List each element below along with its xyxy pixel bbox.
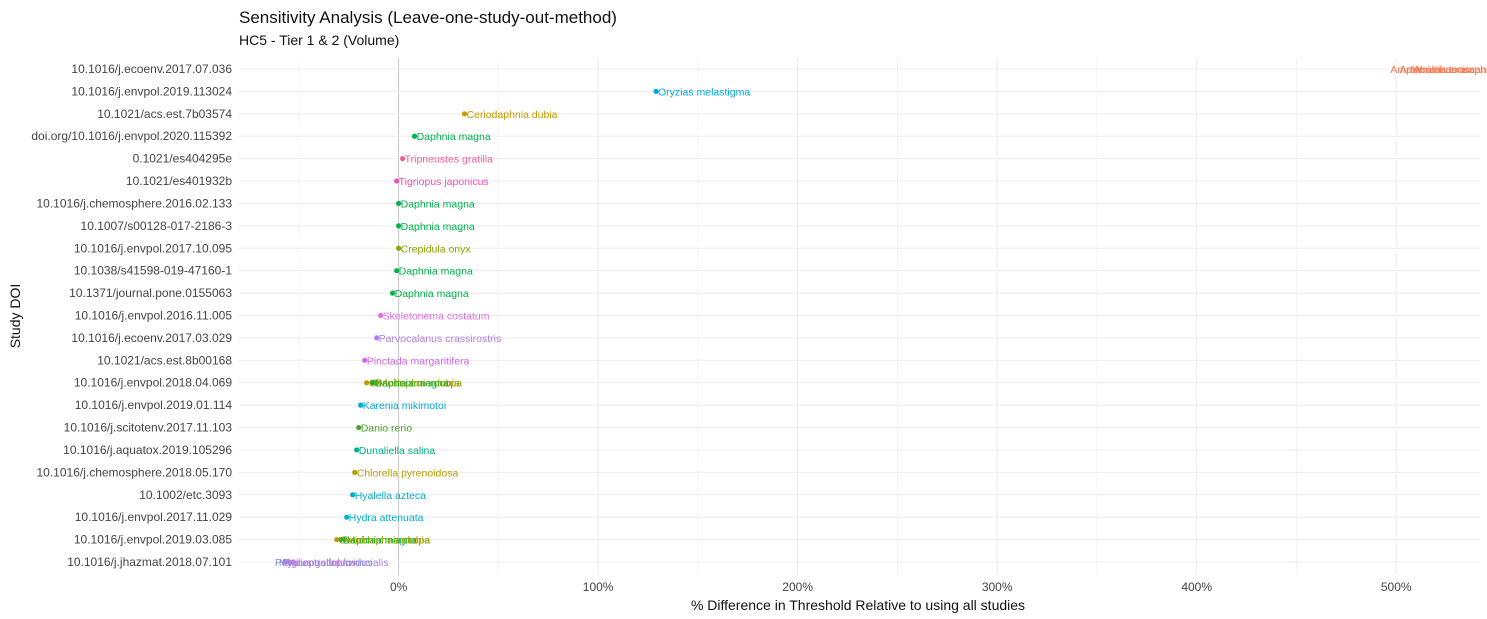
data-label: Daphnia magna (401, 221, 475, 233)
data-label: Danio rerio (361, 423, 413, 435)
data-label: Artemia franciscana (1400, 64, 1487, 76)
data-point (411, 133, 418, 139)
data-points (282, 88, 659, 565)
data-point (390, 290, 396, 296)
data-label: Chlorella pyrenoidosa (357, 467, 459, 479)
data-point (352, 469, 358, 475)
data-point (358, 402, 364, 408)
data-point (374, 335, 380, 341)
data-label: Mytilus galloprovincialis (279, 557, 389, 569)
data-point (396, 200, 402, 207)
data-label: Tigriopus fulvus (283, 557, 356, 569)
y-tick-label: 10.1002/etc.3093 (139, 488, 232, 502)
data-label: Ceriodaphnia dubia (339, 535, 430, 547)
data-point (282, 559, 288, 565)
data-point (400, 156, 406, 162)
grid-lines (239, 58, 1480, 575)
data-label: Ceriodaphnia dubia (369, 378, 460, 390)
x-axis-title: % Difference in Threshold Relative to us… (691, 597, 1025, 613)
x-tick-label: 100% (583, 580, 614, 594)
data-label: Crepidula onyx (401, 243, 472, 255)
data-label: Hydra attenuata (349, 512, 424, 524)
y-tick-label: 10.1007/s00128-017-2186-3 (81, 219, 233, 233)
y-tick-label: 0.1021/es404295e (133, 152, 233, 166)
data-label: Moina macrocopa (379, 378, 463, 390)
y-tick-label: 10.1016/j.envpol.2017.11.029 (75, 510, 233, 524)
y-tick-label: 10.1016/j.envpol.2016.11.005 (75, 309, 233, 323)
data-point (370, 380, 376, 386)
x-tick-label: 200% (782, 580, 813, 594)
data-point (354, 447, 360, 453)
data-label: Daphnia magna (417, 131, 491, 143)
data-point (362, 357, 368, 363)
y-tick-label: 10.1016/j.envpol.2019.113024 (71, 84, 232, 98)
data-point (338, 536, 344, 543)
y-tick-label: 10.1016/j.ecoenv.2017.07.036 (71, 62, 232, 76)
data-label: Amphibalanus amphitrite (1390, 64, 1487, 76)
data-label: Karenia mikimotoi (363, 400, 446, 412)
y-tick-label: 10.1016/j.chemosphere.2016.02.133 (37, 196, 233, 210)
data-point (378, 312, 384, 319)
x-tick-labels: 0% 100% 200% 300% 400% 500% (390, 580, 1412, 594)
data-label: Dunaliella salina (359, 445, 436, 457)
data-point (653, 88, 659, 95)
data-point (356, 424, 362, 431)
data-point (334, 536, 340, 543)
data-label: Daphnia magna (375, 378, 449, 390)
data-label: Oryzias melastigma (658, 86, 750, 98)
data-point (350, 492, 356, 498)
y-axis-title: Study DOI (7, 284, 23, 349)
data-label: Daphnia magna (343, 535, 417, 547)
data-label: Acartia tonsa (1413, 64, 1474, 76)
y-tick-label: doi.org/10.1016/j.envpol.2020.115392 (31, 129, 232, 143)
data-label: Parvocalanus crassirostris (379, 333, 502, 345)
x-tick-label: 500% (1381, 580, 1412, 594)
y-tick-label: 10.1016/j.envpol.2019.03.085 (74, 533, 232, 547)
chart-subtitle: HC5 - Tier 1 & 2 (Volume) (239, 32, 400, 48)
data-label: Skeletonema costatum (383, 311, 490, 323)
y-tick-label: 10.1016/j.ecoenv.2017.03.029 (71, 331, 232, 345)
data-label: Daphnia magna (395, 288, 469, 300)
data-label: Daphnia magna (399, 266, 473, 278)
data-label: Tigriopus japonicus (399, 176, 489, 188)
y-tick-label: 10.1038/s41598-019-47160-1 (74, 264, 232, 278)
data-point (396, 245, 402, 251)
x-tick-label: 400% (1181, 580, 1212, 594)
x-tick-label: 300% (982, 580, 1013, 594)
data-label: Hyalella azteca (355, 490, 426, 502)
data-point (290, 559, 296, 565)
data-label: Paracentrotus lividus (275, 557, 372, 569)
data-point (394, 178, 400, 184)
y-tick-labels: 10.1016/j.ecoenv.2017.07.036 10.1016/j.en… (31, 62, 232, 569)
y-tick-label: 10.1021/acs.est.7b03574 (97, 107, 232, 121)
y-tick-label: 10.1371/journal.pone.0155063 (69, 286, 232, 300)
x-tick-label: 0% (390, 580, 408, 594)
data-point (342, 536, 348, 543)
data-point (396, 223, 402, 229)
y-tick-label: 10.1016/j.scitotenv.2017.11.103 (64, 421, 233, 435)
y-tick-label: 10.1021/es401932b (126, 174, 232, 188)
y-tick-label: 10.1016/j.jhazmat.2018.07.101 (67, 555, 232, 569)
y-tick-label: 10.1016/j.chemosphere.2018.05.170 (37, 465, 233, 479)
y-tick-label: 10.1021/acs.est.8b00168 (97, 353, 232, 367)
data-point (344, 514, 350, 520)
y-tick-label: 10.1016/j.envpol.2018.04.069 (74, 376, 232, 390)
data-label: Tripneustes gratilla (405, 154, 493, 166)
data-point (394, 268, 400, 274)
chart-title: Sensitivity Analysis (Leave-one-study-ou… (239, 8, 617, 27)
y-tick-label: 10.1016/j.aquatox.2019.105296 (63, 443, 232, 457)
data-point (374, 380, 380, 386)
data-point (286, 559, 292, 565)
y-tick-label: 10.1016/j.envpol.2017.10.095 (74, 241, 232, 255)
data-point (461, 111, 468, 117)
y-tick-label: 10.1016/j.envpol.2019.01.114 (75, 398, 233, 412)
data-label: Daphnia magna (401, 198, 475, 210)
data-label: Moina macrocopa (347, 535, 431, 547)
data-point (364, 380, 370, 386)
data-label: Ceriodaphnia dubia (466, 109, 557, 121)
data-label: Pinctada margaritifera (367, 355, 470, 367)
